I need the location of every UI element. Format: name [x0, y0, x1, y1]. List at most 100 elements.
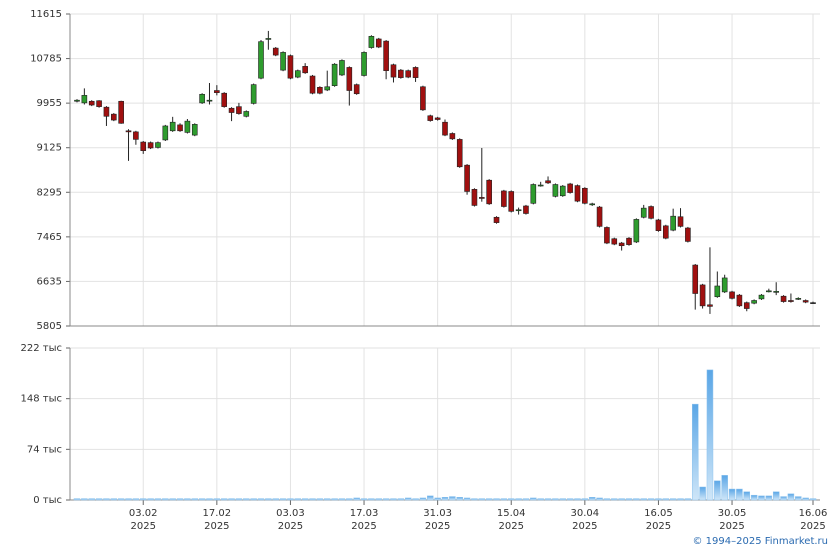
candle-body — [464, 164, 470, 192]
y-tick-label: 9955 — [37, 98, 62, 109]
volume-bar — [780, 496, 787, 501]
volume-bar — [95, 498, 103, 501]
volume-bar — [655, 498, 662, 501]
candle-body — [471, 189, 478, 206]
candle-body — [670, 215, 676, 231]
volume-bar — [287, 498, 294, 501]
candle-body — [353, 84, 360, 95]
x-tick-label: 17.03 2025 — [349, 508, 379, 532]
candle-body — [243, 111, 250, 117]
volume-bar — [471, 498, 478, 501]
candle-body — [515, 209, 522, 212]
volume-bar — [412, 498, 419, 501]
candle-body — [339, 60, 345, 76]
candle-body — [214, 90, 220, 93]
candle-body — [802, 300, 809, 303]
volume-bar — [647, 498, 655, 501]
volume-bar — [758, 495, 765, 501]
y-tick-label: 148 тыс — [21, 394, 62, 405]
y-tick-label: 7465 — [37, 232, 62, 243]
volume-bar — [618, 498, 625, 501]
y-tick-label: 5805 — [37, 321, 62, 332]
x-tick-label: 30.04 2025 — [570, 508, 600, 532]
volume-bar — [684, 498, 692, 501]
volume-bar — [360, 498, 368, 501]
candle-body — [692, 264, 699, 294]
volume-bar — [220, 498, 228, 501]
volume-bar — [515, 498, 522, 501]
volume-bar — [301, 498, 309, 501]
volume-bar — [427, 495, 434, 501]
volume-bar — [478, 498, 486, 501]
volume-bar — [184, 498, 191, 501]
volume-bar — [522, 498, 530, 501]
volume-bar — [463, 497, 471, 501]
volume-bar — [662, 498, 670, 501]
candle-body — [552, 184, 559, 197]
x-tick-label: 03.03 2025 — [276, 508, 305, 532]
y-tick-label: 74 тыс — [27, 444, 62, 455]
candle-body — [250, 84, 257, 104]
candle-body — [177, 124, 183, 132]
volume-bar — [243, 498, 250, 501]
candle-body — [140, 141, 147, 151]
candle-body — [390, 64, 397, 78]
candle-body — [626, 237, 632, 245]
candle-body — [361, 52, 367, 76]
candle-body — [780, 295, 787, 302]
candle-body — [280, 52, 286, 71]
volume-bar — [213, 498, 221, 501]
volume-bar — [434, 497, 441, 501]
volume-bar — [625, 498, 633, 501]
candle-body — [287, 55, 294, 79]
volume-bar — [368, 498, 375, 501]
volume-bar — [559, 498, 567, 501]
candle-body — [118, 100, 124, 124]
candle-body — [508, 191, 515, 212]
candle-body — [420, 86, 426, 111]
candle-body — [412, 67, 419, 78]
volume-bar — [603, 498, 611, 501]
volume-bar — [228, 498, 235, 501]
volume-bar — [272, 498, 279, 501]
candle-body — [88, 100, 95, 106]
candle-body — [773, 291, 780, 293]
candle-body — [258, 41, 264, 79]
candle-body — [596, 206, 603, 227]
candle-body — [331, 63, 338, 86]
volume-bar — [279, 498, 287, 501]
volume-bar — [169, 498, 176, 501]
volume-bar — [88, 498, 95, 501]
candle-body — [81, 95, 88, 104]
volume-bar — [147, 498, 154, 501]
candle-body — [648, 206, 654, 219]
candle-body — [383, 40, 389, 71]
volume-bar — [611, 498, 618, 501]
volume-bar — [323, 498, 331, 501]
volume-bar — [699, 486, 706, 501]
volume-bar — [736, 488, 743, 501]
candle-body — [582, 187, 588, 204]
volume-bar — [772, 491, 780, 501]
candle-body — [633, 219, 640, 243]
volume-bar — [162, 498, 169, 501]
candle-body — [405, 70, 412, 78]
x-tick-label: 31.03 2025 — [423, 508, 452, 532]
volume-bar — [176, 498, 184, 501]
candle-body — [523, 205, 529, 214]
volume-bar — [117, 498, 125, 501]
volume-bar — [721, 475, 728, 501]
candle-body — [228, 107, 235, 113]
y-tick-label: 10785 — [30, 54, 62, 65]
volume-bar — [574, 498, 581, 501]
volume-bar — [530, 497, 537, 501]
volume-bar — [765, 495, 773, 501]
volume-bar — [250, 498, 257, 501]
volume-bar — [419, 497, 427, 501]
volume-bar — [449, 496, 456, 501]
candle-body — [699, 284, 706, 307]
candle-body — [559, 185, 566, 197]
candle-body — [611, 238, 618, 245]
